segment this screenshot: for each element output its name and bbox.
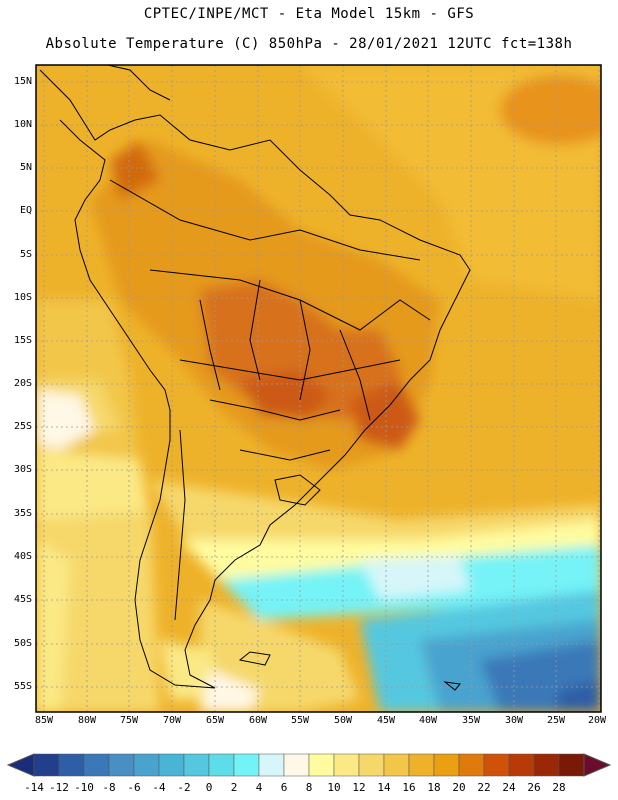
colorbar-segment xyxy=(258,753,285,777)
lon-label: 20W xyxy=(587,715,607,726)
colorbar-segment xyxy=(508,753,535,777)
colorbar-tick-label: 6 xyxy=(280,781,288,794)
lat-label: 40S xyxy=(13,551,32,562)
colorbar-tick-label: 2 xyxy=(230,781,238,794)
lon-label: 75W xyxy=(119,715,139,726)
colorbar-tick-label: 28 xyxy=(552,781,566,794)
lon-label: 45W xyxy=(376,715,396,726)
lat-label: 15S xyxy=(13,335,32,346)
colorbar-tick-label: 24 xyxy=(502,781,516,794)
colorbar-tick-label: 4 xyxy=(255,781,263,794)
colorbar-tick-label: -12 xyxy=(49,781,69,794)
colorbar-tick-label: 16 xyxy=(402,781,416,794)
colorbar-segment xyxy=(433,753,460,777)
title-line-1: CPTEC/INPE/MCT - Eta Model 15km - GFS xyxy=(143,6,475,22)
colorbar-tick-label: 22 xyxy=(477,781,491,794)
lat-label: 50S xyxy=(13,638,32,649)
colorbar-segment xyxy=(283,753,310,777)
colorbar-tick-label: 8 xyxy=(305,781,313,794)
lon-label: 35W xyxy=(461,715,481,726)
colorbar-tick-label: -4 xyxy=(152,781,166,794)
colorbar-segment xyxy=(533,753,560,777)
lon-label: 70W xyxy=(162,715,182,726)
colorbar-tick-label: -8 xyxy=(102,781,116,794)
colorbar-segment xyxy=(333,753,360,777)
lat-label: 10N xyxy=(13,119,32,130)
lon-label: 55W xyxy=(290,715,310,726)
colorbar-tick-label: 18 xyxy=(427,781,441,794)
colorbar-segment xyxy=(308,753,335,777)
lon-label: 30W xyxy=(504,715,524,726)
lon-label: 60W xyxy=(248,715,268,726)
lat-label: 30S xyxy=(13,464,32,475)
colorbar-tick-label: -6 xyxy=(127,781,141,794)
coastlines-and-borders xyxy=(39,65,471,691)
colorbar-under-arrow xyxy=(6,753,35,777)
colorbar-segment xyxy=(83,753,110,777)
colorbar-segment xyxy=(133,753,160,777)
colorbar-over-arrow xyxy=(583,753,612,777)
lat-label: 45S xyxy=(13,594,32,605)
lon-label: 85W xyxy=(34,715,54,726)
colorbar-segment xyxy=(483,753,510,777)
colorbar-segment xyxy=(558,753,585,777)
colorbar-segment xyxy=(358,753,385,777)
temperature-field xyxy=(36,65,601,712)
colorbar-segment xyxy=(233,753,260,777)
lat-lon-grid xyxy=(36,65,601,712)
colorbar xyxy=(6,753,612,777)
colorbar-tick-label: -10 xyxy=(74,781,94,794)
colorbar-tick-label: -2 xyxy=(177,781,191,794)
colorbar-segment xyxy=(458,753,485,777)
colorbar-segment xyxy=(108,753,135,777)
lat-label: 15N xyxy=(13,76,32,87)
colorbar-tick-label: 12 xyxy=(352,781,366,794)
title-line-2: Absolute Temperature (C) 850hPa - 28/01/… xyxy=(45,36,573,52)
lon-label: 50W xyxy=(333,715,353,726)
colorbar-tick-label: 26 xyxy=(527,781,541,794)
colorbar-tick-label: 10 xyxy=(327,781,341,794)
colorbar-segment xyxy=(408,753,435,777)
lat-label: 5S xyxy=(19,249,32,260)
map-frame xyxy=(35,64,602,713)
colorbar-tick-label: 0 xyxy=(205,781,213,794)
lat-label: 35S xyxy=(13,508,32,519)
lat-label: 10S xyxy=(13,292,32,303)
lat-label: 25S xyxy=(13,421,32,432)
colorbar-tick-label: 14 xyxy=(377,781,391,794)
colorbar-segment xyxy=(33,753,60,777)
colorbar-tick-label: 20 xyxy=(452,781,466,794)
colorbar-segment xyxy=(208,753,235,777)
lat-label: 55S xyxy=(13,681,32,692)
colorbar-segment xyxy=(383,753,410,777)
lat-label: 20S xyxy=(13,378,32,389)
lat-label: EQ xyxy=(19,205,32,216)
lon-label: 80W xyxy=(77,715,97,726)
lon-label: 25W xyxy=(546,715,566,726)
colorbar-tick-label: -14 xyxy=(24,781,44,794)
lat-label: 5N xyxy=(19,162,32,173)
colorbar-segment xyxy=(58,753,85,777)
colorbar-segment xyxy=(158,753,185,777)
lon-label: 65W xyxy=(205,715,225,726)
lon-label: 40W xyxy=(418,715,438,726)
colorbar-segment xyxy=(183,753,210,777)
